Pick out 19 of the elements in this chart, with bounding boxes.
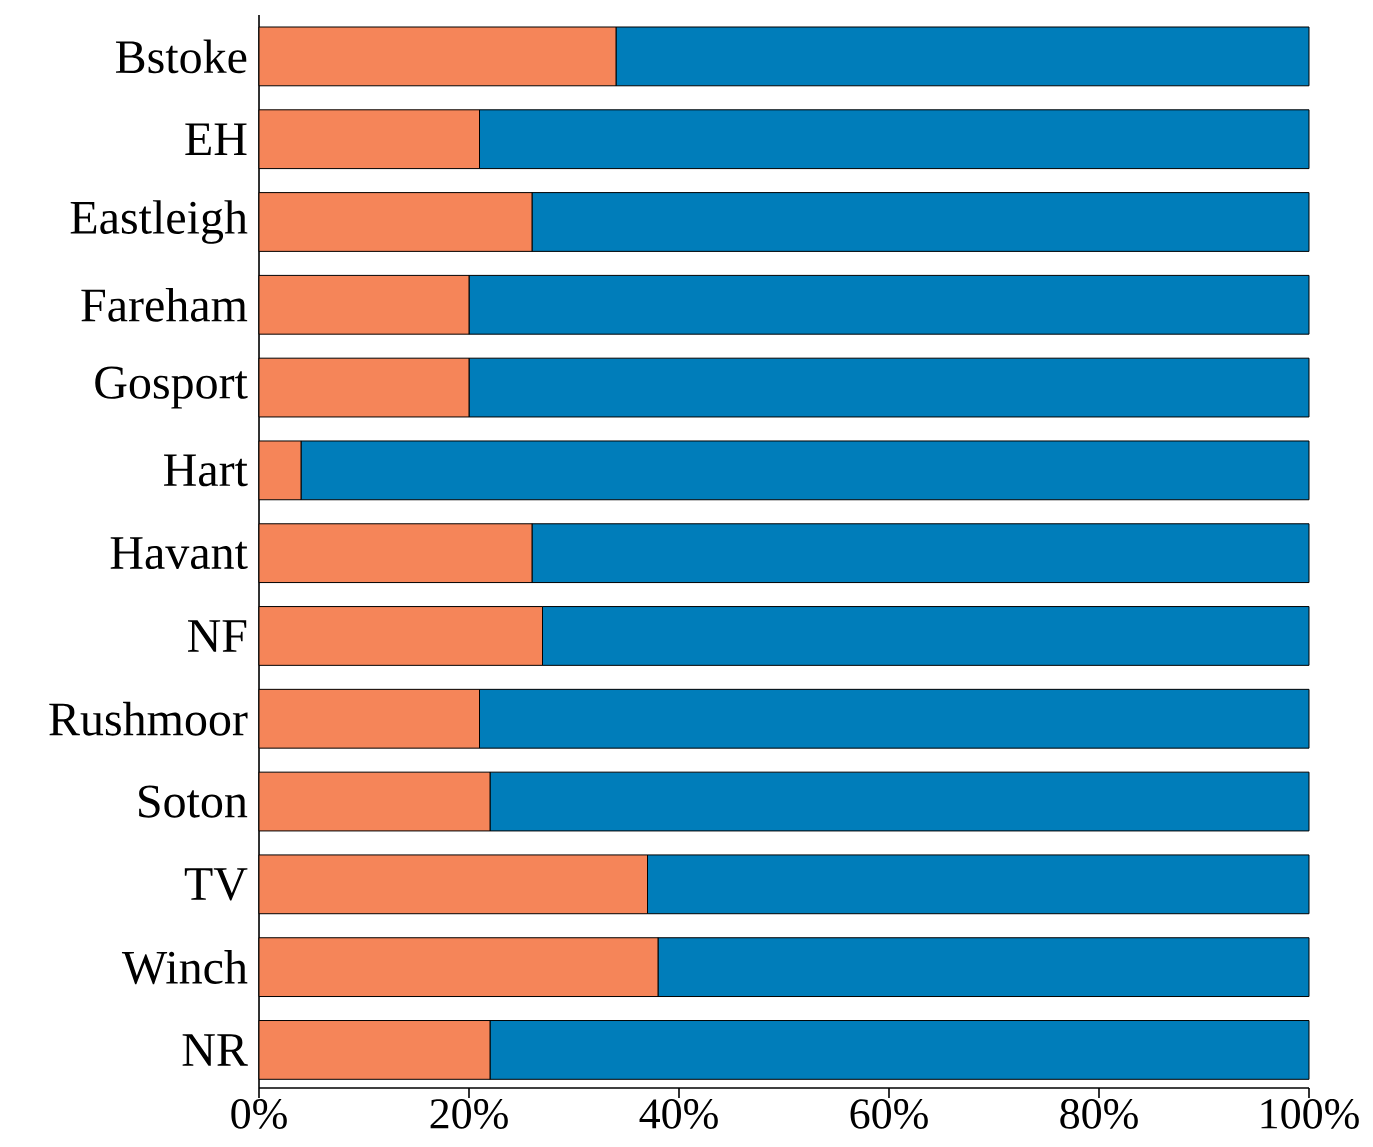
x-tick-label: 20%: [430, 1099, 508, 1129]
x-tick-label: 0%: [231, 1099, 287, 1129]
y-tick-label: Rushmoor: [49, 701, 248, 736]
y-tick-label: NF: [187, 620, 247, 652]
x-tick-label: 40%: [639, 1099, 718, 1129]
x-tick-label: 80%: [1060, 1099, 1138, 1129]
y-tick-label: Hart: [164, 454, 248, 487]
y-tick-label: Winch: [121, 950, 248, 985]
x-tick-label: 60%: [850, 1099, 928, 1129]
y-tick-label: Eastleigh: [70, 200, 248, 244]
x-tick-label: 100%: [1261, 1099, 1359, 1129]
y-tick-label: Soton: [139, 785, 248, 818]
y-tick-label: EH: [185, 123, 247, 155]
y-tick-label: Fareham: [81, 287, 248, 322]
y-tick-label: TV: [184, 868, 248, 901]
y-tick-label: Gosport: [95, 366, 248, 409]
y-tick-label: NR: [182, 1034, 248, 1066]
y-tick-label: Havant: [110, 537, 248, 570]
y-tick-label: Bstoke: [115, 39, 247, 74]
